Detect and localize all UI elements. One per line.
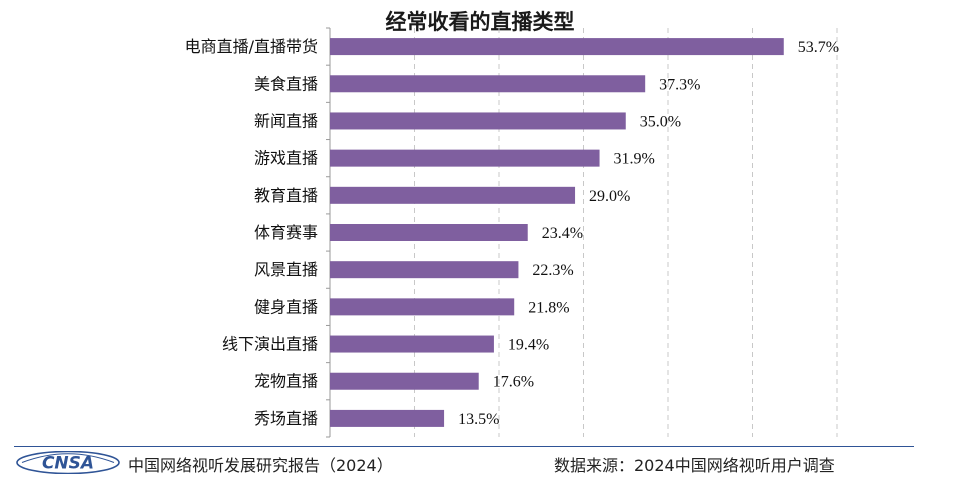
data-label: 31.9% [614, 151, 655, 168]
category-label: 线下演出直播 [222, 335, 318, 354]
data-label: 19.4% [508, 337, 549, 354]
data-label: 53.7% [798, 39, 839, 56]
category-label: 新闻直播 [254, 111, 318, 130]
bar [330, 186, 576, 204]
data-label: 17.6% [493, 374, 534, 391]
bar [330, 38, 784, 56]
category-label: 体育赛事 [254, 223, 318, 242]
data-label: 37.3% [659, 76, 700, 93]
cnsa-logo: CNSA [16, 451, 120, 474]
bar [330, 224, 528, 241]
category-label: 电商直播/直播带货 [185, 37, 318, 56]
bar [330, 112, 626, 130]
data-label: 21.8% [528, 299, 569, 316]
category-label: 教育直播 [254, 186, 318, 205]
category-label: 美食直播 [254, 74, 318, 93]
bar [330, 149, 600, 167]
data-label: 29.0% [589, 188, 630, 205]
bar [330, 372, 479, 390]
bar [330, 409, 445, 427]
chart-title: 经常收看的直播类型 [385, 10, 575, 34]
bar [330, 335, 494, 353]
data-label: 35.0% [640, 113, 681, 130]
bar [330, 261, 519, 279]
category-label: 健身直播 [254, 297, 318, 316]
data-label: 13.5% [458, 411, 499, 428]
category-label: 游戏直播 [254, 149, 318, 168]
bar [330, 298, 515, 316]
data-label: 23.4% [542, 225, 583, 242]
cnsa-logo-text: CNSA [42, 454, 94, 474]
footer-divider [14, 446, 914, 447]
report-name: 中国网络视听发展研究报告（2024） [128, 456, 393, 475]
data-source: 数据来源：2024中国网络视听用户调查 [554, 456, 835, 475]
category-label: 风景直播 [254, 260, 318, 279]
category-label: 宠物直播 [254, 372, 318, 391]
category-label: 秀场直播 [254, 409, 318, 428]
bar [330, 75, 646, 93]
data-label: 22.3% [532, 262, 573, 279]
